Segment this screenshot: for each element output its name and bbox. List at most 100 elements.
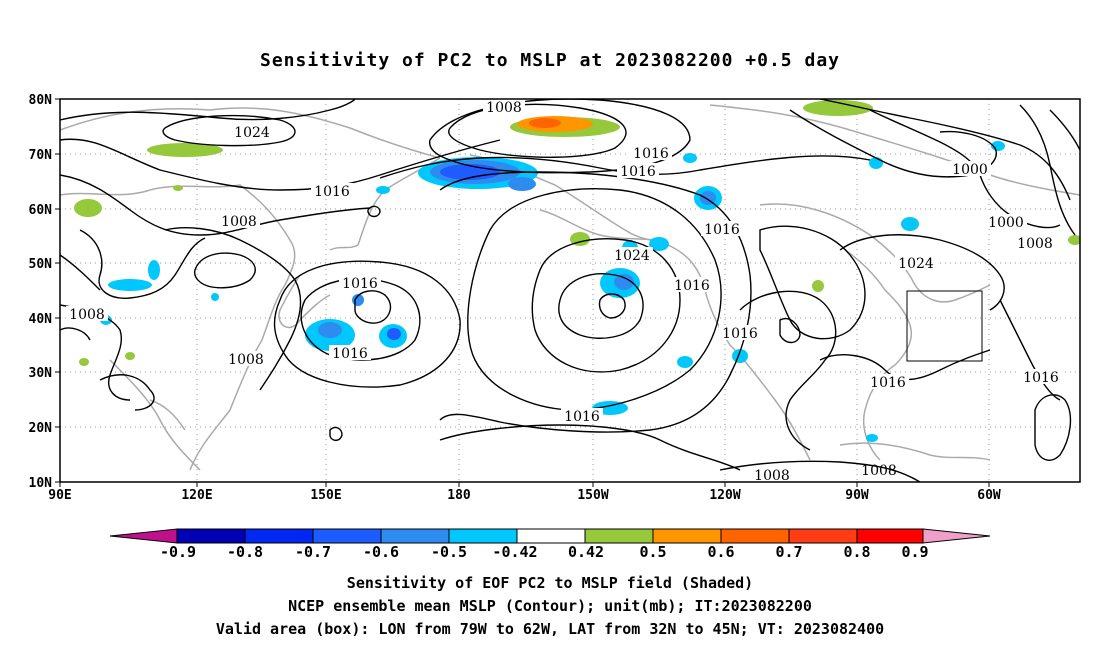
latitude-labels: 80N 70N 60N 50N 40N 30N 20N 10N	[29, 93, 60, 491]
colorbar-tick: -0.9	[160, 543, 196, 561]
contour-label-1024-c: 1024	[611, 247, 653, 264]
contour-label-1016-g: 1016	[719, 325, 761, 342]
lat-label: 80N	[29, 93, 53, 108]
contour-label-1024-e: 1024	[895, 255, 937, 272]
contour-label-1016-b: 1016	[617, 163, 659, 180]
contour-label-1016-i: 1016	[867, 374, 909, 391]
lon-label: 90W	[845, 488, 869, 503]
colorbar-tick: 0.42	[568, 543, 604, 561]
svg-text:1008: 1008	[221, 214, 257, 230]
lon-label: 180	[447, 488, 471, 503]
colorbar-segment	[312, 528, 382, 544]
colorbar-segment	[720, 528, 790, 544]
lon-label: 60W	[977, 488, 1001, 503]
svg-text:1008: 1008	[228, 352, 264, 368]
lon-label: 120W	[709, 488, 740, 503]
contour-label-1008-s: 1008	[225, 351, 267, 368]
colorbar-segment	[652, 528, 722, 544]
lat-label: 50N	[29, 257, 53, 272]
caption-line-2: NCEP ensemble mean MSLP (Contour); unit(…	[288, 597, 812, 615]
colorbar-segment-lt-neg09	[109, 528, 178, 544]
caption-line-1: Sensitivity of EOF PC2 to MSLP field (Sh…	[346, 574, 754, 592]
contour-label-1008-e: 1008	[1014, 235, 1056, 252]
contour-label-1016-d: 1016	[701, 221, 743, 238]
colorbar-tick: 0.7	[775, 543, 802, 561]
svg-text:1024: 1024	[234, 125, 270, 141]
svg-text:1008: 1008	[69, 307, 105, 323]
contour-label-1008-se: 1008	[751, 467, 793, 484]
svg-text:1008: 1008	[486, 100, 522, 116]
contour-label-1016-e: 1016	[339, 275, 381, 292]
lon-label: 90E	[48, 488, 71, 503]
colorbar-segment	[788, 528, 858, 544]
contour-label-1008-sw: 1008	[66, 306, 108, 323]
svg-text:1024: 1024	[898, 256, 934, 272]
colorbar-segment	[856, 528, 924, 544]
svg-text:1016: 1016	[332, 346, 368, 362]
svg-text:1008: 1008	[754, 468, 790, 484]
colorbar-tick: -0.7	[295, 543, 331, 561]
contour-label-1016-j: 1016	[1020, 369, 1062, 386]
chart-title: Sensitivity of PC2 to MSLP at 2023082200…	[259, 50, 840, 71]
svg-text:1016: 1016	[1023, 370, 1059, 386]
colorbar-segment	[244, 528, 314, 544]
colorbar-tick: 0.8	[843, 543, 870, 561]
svg-text:1016: 1016	[620, 164, 656, 180]
contour-label-1016-h: 1016	[329, 345, 371, 362]
contour-label-1000-a: 1000	[949, 161, 991, 178]
lat-label: 60N	[29, 203, 53, 218]
lat-label: 70N	[29, 148, 53, 163]
lon-label: 150E	[310, 488, 341, 503]
colorbar-tick: 0.5	[639, 543, 666, 561]
svg-text:1016: 1016	[722, 326, 758, 342]
lon-label: 120E	[181, 488, 212, 503]
map-frame	[59, 98, 1081, 483]
contour-label-1000-b: 1000	[985, 214, 1027, 231]
svg-text:1016: 1016	[314, 184, 350, 200]
colorbar-segment	[380, 528, 450, 544]
sensitivity-shading	[74, 100, 1080, 442]
colorbar-tick: -0.8	[227, 543, 263, 561]
contour-label-1024-nw: 1024	[231, 124, 273, 141]
lon-label: 150W	[577, 488, 608, 503]
colorbar-tick: 0.9	[901, 543, 928, 561]
contour-label-1008-far-se: 1008	[861, 463, 897, 479]
svg-text:1000: 1000	[952, 162, 988, 178]
mslp-contours	[60, 99, 1080, 482]
colorbar-ticks: -0.9 -0.8 -0.7 -0.6 -0.5 -0.42 0.42 0.5 …	[160, 543, 929, 561]
lat-label: 40N	[29, 312, 53, 327]
svg-text:1016: 1016	[564, 409, 600, 425]
svg-text:1016: 1016	[674, 278, 710, 294]
contour-label-1016-f: 1016	[671, 277, 713, 294]
colorbar-tick: 0.6	[707, 543, 734, 561]
svg-text:1024: 1024	[614, 248, 650, 264]
colorbar-tick: -0.6	[363, 543, 399, 561]
graticule	[60, 99, 1080, 482]
colorbar-segment	[516, 528, 586, 544]
longitude-labels: 90E 120E 150E 180 150W 120W 90W 60W	[48, 482, 1001, 503]
contour-label-1008-w: 1008	[218, 213, 260, 230]
contour-labels: 1008 1024 1016 1016 1016 1000 1008 1000 …	[66, 99, 1062, 484]
contour-label-1016-a: 1016	[630, 145, 672, 162]
lat-label: 20N	[29, 421, 53, 436]
svg-text:1000: 1000	[988, 215, 1024, 231]
colorbar-segment	[584, 528, 654, 544]
colorbar-segment	[448, 528, 518, 544]
contour-label-1008-top: 1008	[483, 99, 525, 116]
valid-area-box	[906, 290, 983, 362]
lat-label: 30N	[29, 366, 53, 381]
contour-label-1016-c: 1016	[311, 183, 353, 200]
lat-label: 10N	[29, 476, 53, 491]
colorbar-tick: -0.42	[492, 543, 537, 561]
coastlines	[60, 104, 1080, 471]
colorbar-segment	[176, 528, 246, 544]
colorbar-segment-gt-09	[922, 528, 991, 544]
svg-text:1016: 1016	[342, 276, 378, 292]
contour-label-1016-k: 1016	[561, 408, 603, 425]
colorbar-tick: -0.5	[431, 543, 467, 561]
svg-text:1008: 1008	[1017, 236, 1053, 252]
caption-line-3: Valid area (box): LON from 79W to 62W, L…	[215, 620, 885, 638]
svg-text:1016: 1016	[633, 146, 669, 162]
svg-text:1016: 1016	[704, 222, 740, 238]
